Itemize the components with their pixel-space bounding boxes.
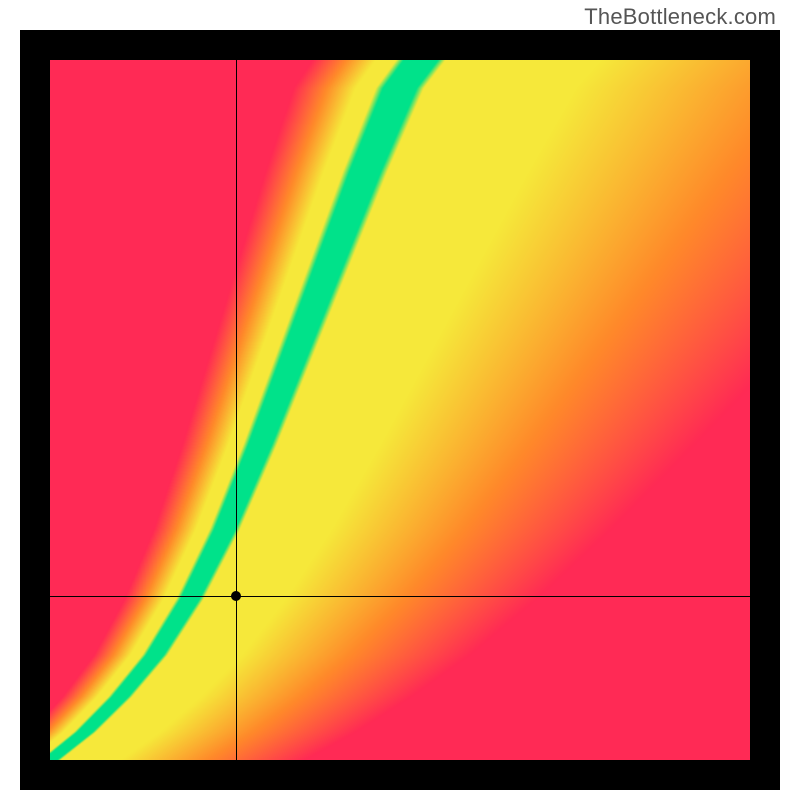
heatmap-canvas [50,60,750,760]
crosshair-horizontal [50,596,750,597]
watermark-text: TheBottleneck.com [584,4,776,30]
plot-area [50,60,750,760]
crosshair-vertical [236,60,237,760]
chart-frame [20,30,780,790]
crosshair-marker [231,591,241,601]
